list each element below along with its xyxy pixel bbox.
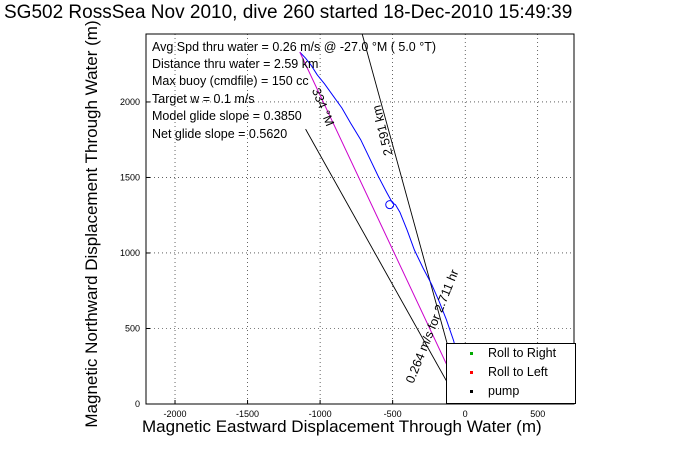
annotation-net-glide: Net glide slope = 0.5620: [152, 127, 288, 141]
x-tick-label: -1500: [236, 409, 259, 419]
series-track: [299, 51, 466, 405]
wide-line: [361, 33, 465, 405]
legend-label: Roll to Right: [488, 346, 557, 360]
legend-item-roll-right: Roll to Right: [447, 345, 575, 364]
pump-marker: [470, 390, 473, 393]
annotation-max-buoy: Max buoy (cmdfile) = 150 cc: [152, 74, 309, 88]
legend-item-roll-left: Roll to Left: [447, 364, 575, 383]
model-glide-line: [305, 128, 460, 405]
y-tick-label: 500: [125, 323, 140, 333]
midpoint-marker: [385, 200, 395, 210]
x-tick-label: -1000: [309, 409, 332, 419]
plot-frame: [145, 33, 575, 405]
x-axis-label: Magnetic Eastward Displacement Through W…: [142, 417, 542, 436]
x-tick-label: -2000: [164, 409, 187, 419]
ticks-layer: -2000 -1500 -1000 -500 0 500 0 500 1000 1500 2000: [120, 97, 545, 419]
legend-label: Roll to Left: [488, 365, 548, 379]
series-layer: [299, 51, 466, 405]
series-net-path: [299, 51, 466, 405]
roll-left-marker: [470, 371, 473, 374]
legend-label: pump: [488, 384, 520, 398]
x-tick-label: 500: [530, 409, 545, 419]
y-axis-label: Magnetic Northward Displacement Through …: [82, 20, 101, 428]
x-tick-label: -500: [384, 409, 402, 419]
annotation-avg-speed: Avg Spd thru water = 0.26 m/s @ -27.0 °M…: [152, 40, 437, 54]
annotation-distance: Distance thru water = 2.59 km: [152, 57, 319, 71]
annotation-target-w: Target w = 0.1 m/s: [152, 92, 255, 106]
x-tick-label: 0: [463, 409, 468, 419]
chart-title: SG502 RossSea Nov 2010, dive 260 started…: [4, 2, 573, 23]
guide-lines: [305, 33, 465, 405]
y-tick-label: 1500: [120, 172, 140, 182]
y-tick-label: 2000: [120, 97, 140, 107]
y-tick-label: 0: [135, 399, 140, 409]
legend-item-pump: pump: [447, 383, 575, 402]
legend: Roll to Right Roll to Left pump: [446, 343, 576, 404]
y-tick-label: 1000: [120, 248, 140, 258]
annotation-model-glide: Model glide slope = 0.3850: [152, 109, 302, 123]
roll-right-marker: [470, 352, 473, 355]
